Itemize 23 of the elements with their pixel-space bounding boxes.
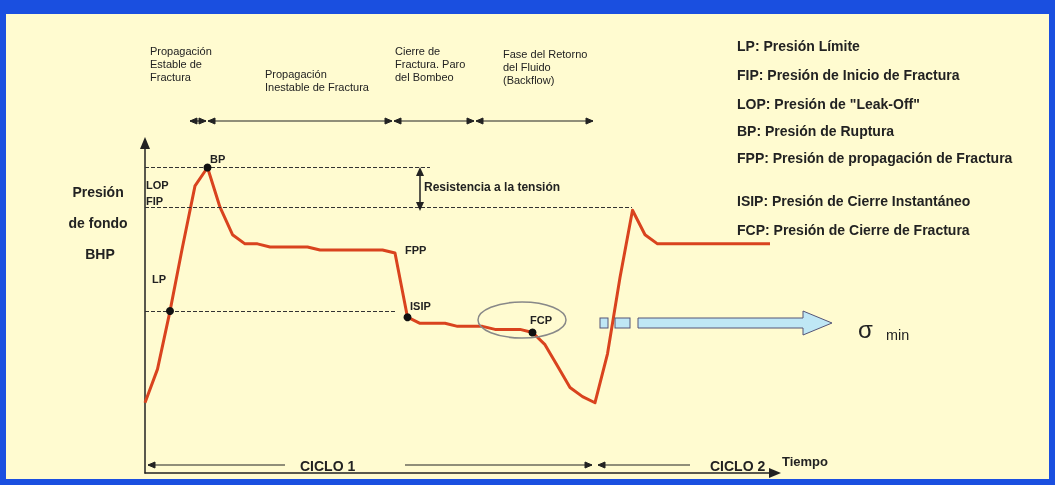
annotation: FCP — [530, 313, 552, 326]
annotation: CICLO 2 — [710, 458, 766, 474]
y-axis-title: Presión de fondo BHP — [68, 183, 132, 262]
text: Cierre de Fractura. Paro del Bombeo — [395, 44, 469, 83]
annotation: CICLO 1 — [300, 458, 356, 474]
annotation: FIP — [146, 194, 164, 207]
text: LP: Presión Límite — [737, 38, 861, 54]
text: FPP: Presión de propagación de Fractura — [737, 150, 1013, 166]
text: Propagación Estable de Fractura — [150, 44, 215, 83]
annotation: ISIP: Presión de Cierre Instantáneo — [737, 193, 971, 209]
annotation: BP — [210, 152, 226, 165]
annotation: FCP: Presión de Cierre de Fractura — [737, 222, 970, 238]
text: FIP: Presión de Inicio de Fractura — [737, 67, 960, 83]
annotation: ISIP — [410, 299, 431, 312]
annotation: Resistencia a la tensión — [424, 180, 561, 194]
x-axis-title: Tiempo — [782, 454, 829, 469]
annotation: FPP — [405, 243, 427, 256]
text: BP: Presión de Ruptura — [737, 123, 895, 139]
text: LOP: Presión de "Leak-Off" — [737, 96, 920, 112]
text: Propagación Inestable de Fractura — [265, 67, 370, 93]
annotation: LP — [152, 272, 167, 285]
annotation: LOP — [146, 178, 169, 191]
text: Fase del Retorno del Fluido (Backflow) — [503, 47, 591, 86]
